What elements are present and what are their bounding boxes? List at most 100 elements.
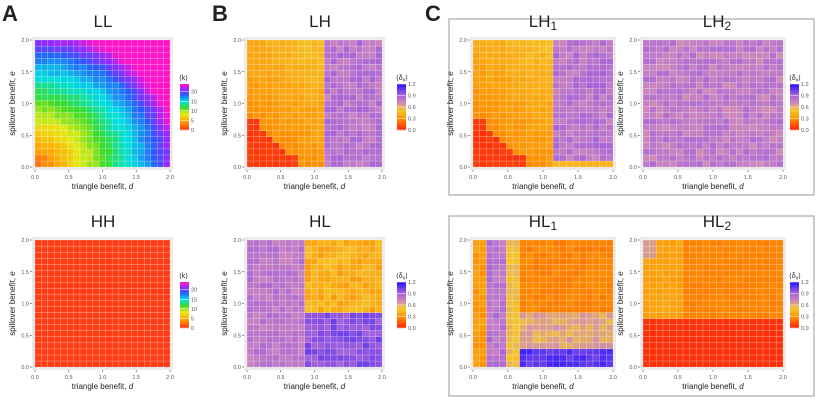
heatmap-cell [599, 148, 607, 156]
heatmap-cell [330, 160, 338, 168]
colorbar-segment [790, 308, 799, 310]
heatmap-cell [756, 251, 764, 259]
heatmap-cell [479, 82, 487, 89]
heatmap-cell [285, 264, 293, 271]
colorbar-segment [397, 311, 406, 313]
heatmap-cell [99, 45, 106, 53]
colorbar-segment [180, 295, 189, 298]
heatmap-cell [599, 88, 607, 95]
heatmap-cell [118, 57, 126, 65]
heatmap-cell [259, 100, 267, 107]
heatmap-cell [769, 57, 777, 65]
heatmap-cell [41, 300, 49, 307]
heatmap-cell [291, 45, 299, 53]
heatmap-cell [349, 70, 357, 77]
heatmap-cell [144, 124, 151, 131]
heatmap-cell [682, 348, 690, 356]
heatmap-cell [742, 312, 750, 319]
heatmap-cell [272, 330, 280, 337]
colorbar-segment [790, 113, 799, 115]
heatmap-cell [586, 76, 594, 83]
heatmap-cell [486, 282, 494, 289]
heatmap-cell [266, 348, 273, 356]
heatmap-cell [776, 82, 784, 89]
heatmap-cell [47, 94, 55, 101]
heatmap-cell [304, 51, 312, 59]
heatmap-cell [79, 45, 87, 53]
heatmap-cell [137, 282, 145, 289]
heatmap-cell [150, 336, 158, 344]
heatmap-cell [86, 360, 94, 368]
heatmap-cell [762, 154, 770, 162]
heatmap-cell [41, 239, 49, 247]
heatmap-cell [99, 348, 106, 356]
heatmap-cell [60, 160, 68, 168]
heatmap-cell [526, 64, 534, 71]
x-tick-label: 1.0 [539, 175, 547, 181]
heatmap-cell [323, 160, 331, 168]
heatmap-cell [486, 70, 494, 77]
heatmap-cell [479, 360, 487, 368]
heatmap-cell [769, 112, 777, 119]
heatmap-cell [546, 112, 554, 119]
heatmap-cell [336, 239, 344, 247]
heatmap-cell [512, 251, 520, 259]
heatmap-cell [606, 264, 614, 271]
heatmap-cell [156, 282, 164, 289]
colorbar-segment [180, 117, 189, 120]
heatmap-cell [92, 245, 100, 253]
heatmap-cell [375, 342, 383, 350]
heatmap-cell [60, 94, 68, 101]
heatmap-cell [253, 257, 261, 265]
heatmap-cell [486, 64, 494, 71]
heatmap-cell [144, 57, 151, 65]
heatmap-cell [702, 342, 710, 350]
heatmap-cell [499, 160, 507, 168]
heatmap-cell [736, 64, 744, 71]
heatmap-cell [472, 342, 480, 350]
heatmap-cell [349, 100, 357, 107]
heatmap-cell [73, 239, 81, 247]
heatmap-cell [317, 306, 325, 313]
heatmap-cell [736, 142, 744, 150]
heatmap-cell [492, 118, 500, 125]
heatmap-cell [702, 270, 710, 277]
heatmap-cell [722, 118, 730, 125]
heatmap-cell [472, 354, 480, 362]
heatmap-cell [762, 100, 770, 107]
heatmap-cell [323, 294, 331, 301]
heatmap-cell [579, 360, 587, 368]
colorbar-segment [397, 300, 406, 303]
heatmap-cell [762, 118, 770, 125]
heatmap-cell [702, 106, 710, 113]
heatmap-cell [343, 342, 351, 350]
heatmap-cell [118, 282, 126, 289]
heatmap-cell [499, 342, 507, 350]
heatmap-cell [60, 360, 68, 368]
heatmap-cell [278, 282, 286, 289]
heatmap-cell [559, 82, 567, 89]
heatmap-cell [266, 136, 273, 144]
heatmap-cell [330, 142, 338, 150]
heatmap-cell [150, 100, 158, 107]
heatmap-cell [716, 360, 724, 368]
heatmap-cell [246, 118, 254, 125]
heatmap-cell [34, 336, 42, 344]
x-axis-label: triangle benefit, d [284, 182, 346, 191]
heatmap-cell [356, 118, 363, 125]
heatmap-cell [729, 348, 737, 356]
heatmap-cell [762, 64, 770, 71]
heatmap-cell [532, 64, 540, 71]
colorbar-segment [180, 113, 189, 115]
heatmap-cell [592, 306, 600, 313]
colorbar-segment [397, 318, 406, 321]
heatmap-cell [742, 45, 750, 53]
heatmap-cell [266, 264, 273, 271]
heatmap-cell [317, 70, 325, 77]
heatmap-cell [532, 251, 540, 259]
heatmap-cell [99, 306, 106, 313]
heatmap-cell [756, 154, 764, 162]
y-tick-label: 0.0 [21, 165, 29, 171]
heatmap-cell [736, 264, 744, 271]
heatmap-cell [356, 142, 363, 150]
